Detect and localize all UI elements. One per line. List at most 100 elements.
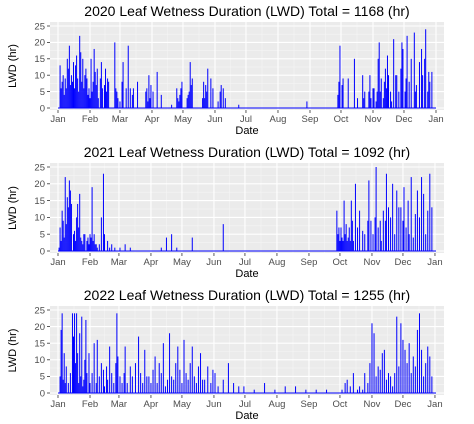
bar bbox=[65, 366, 67, 393]
bar bbox=[398, 91, 400, 108]
bar bbox=[89, 234, 91, 251]
bar bbox=[424, 58, 426, 108]
bar bbox=[60, 240, 62, 251]
bar bbox=[364, 234, 366, 251]
bar bbox=[58, 247, 60, 251]
bar bbox=[362, 75, 364, 108]
bar bbox=[86, 78, 88, 108]
bar bbox=[164, 386, 166, 393]
x-tick-label: Apr bbox=[145, 114, 160, 125]
bar bbox=[177, 346, 179, 393]
bar bbox=[388, 75, 390, 108]
bar bbox=[175, 363, 177, 393]
bar bbox=[146, 376, 148, 393]
bar bbox=[171, 104, 173, 108]
bar bbox=[337, 234, 339, 251]
bar bbox=[202, 379, 204, 393]
bar bbox=[204, 379, 206, 393]
bar bbox=[70, 75, 72, 108]
x-tick-label: Nov bbox=[364, 399, 381, 410]
bar bbox=[421, 349, 423, 393]
bar bbox=[227, 363, 229, 393]
bar bbox=[173, 379, 175, 393]
bar bbox=[74, 88, 76, 108]
bar bbox=[191, 78, 193, 108]
bar bbox=[404, 349, 406, 393]
bar bbox=[119, 376, 121, 393]
bar bbox=[103, 234, 105, 251]
x-tick-label: Dec bbox=[394, 257, 411, 268]
bar bbox=[396, 316, 398, 393]
bar bbox=[131, 94, 133, 108]
bar bbox=[315, 389, 317, 393]
x-axis-title: Date bbox=[235, 268, 258, 280]
bar bbox=[429, 356, 431, 393]
bar bbox=[152, 91, 154, 108]
bar bbox=[70, 203, 72, 251]
panel-1: 2020 Leaf Wetness Duration (LWD) Total =… bbox=[7, 3, 444, 137]
bar bbox=[339, 240, 341, 251]
bar bbox=[380, 240, 382, 251]
bar bbox=[96, 247, 98, 251]
bar bbox=[76, 55, 78, 108]
x-tick-label: Apr bbox=[144, 399, 159, 410]
bar bbox=[131, 376, 133, 393]
bar bbox=[357, 389, 359, 393]
bar bbox=[274, 389, 276, 393]
bar bbox=[78, 383, 80, 393]
bar bbox=[71, 313, 73, 393]
bar bbox=[114, 247, 116, 251]
bar bbox=[90, 58, 92, 108]
bar bbox=[73, 234, 75, 251]
bar bbox=[388, 373, 390, 393]
bar bbox=[93, 234, 95, 251]
bar bbox=[390, 376, 392, 393]
bar bbox=[345, 224, 347, 251]
bar bbox=[60, 329, 62, 393]
bar bbox=[210, 78, 212, 108]
bar bbox=[107, 379, 109, 393]
bar bbox=[121, 81, 123, 108]
bar bbox=[97, 98, 99, 108]
bar bbox=[210, 383, 212, 393]
x-tick-label: Jan bbox=[50, 114, 65, 125]
bar bbox=[185, 373, 187, 393]
y-tick-label: 25 bbox=[34, 21, 45, 32]
bar bbox=[80, 376, 82, 393]
bar bbox=[349, 240, 351, 251]
x-tick-label: Sep bbox=[301, 399, 318, 410]
bar bbox=[100, 217, 102, 251]
bar bbox=[344, 383, 346, 393]
bar bbox=[187, 94, 189, 108]
bar bbox=[421, 48, 423, 108]
bar bbox=[362, 389, 364, 393]
bar bbox=[79, 193, 81, 251]
bar bbox=[106, 91, 108, 108]
bar bbox=[368, 180, 370, 251]
bar bbox=[415, 85, 417, 108]
y-tick-label: 15 bbox=[34, 54, 45, 65]
bar bbox=[400, 323, 402, 393]
bar bbox=[357, 98, 359, 108]
bar bbox=[63, 353, 65, 393]
bar bbox=[400, 68, 402, 108]
bar bbox=[100, 363, 102, 393]
bar bbox=[147, 101, 149, 108]
bar bbox=[83, 88, 85, 108]
bar bbox=[67, 383, 69, 393]
bar bbox=[220, 85, 222, 108]
bar bbox=[66, 58, 68, 108]
bar bbox=[392, 183, 394, 251]
bar bbox=[103, 386, 105, 393]
bar bbox=[416, 190, 418, 251]
y-tick-label: 15 bbox=[34, 339, 45, 350]
bar bbox=[89, 98, 91, 108]
bar bbox=[379, 220, 381, 251]
bar bbox=[337, 94, 339, 108]
bar bbox=[340, 227, 342, 251]
bar bbox=[394, 373, 396, 393]
bar bbox=[80, 237, 82, 251]
bar bbox=[385, 173, 387, 251]
bar bbox=[129, 247, 131, 251]
bar bbox=[71, 81, 73, 108]
